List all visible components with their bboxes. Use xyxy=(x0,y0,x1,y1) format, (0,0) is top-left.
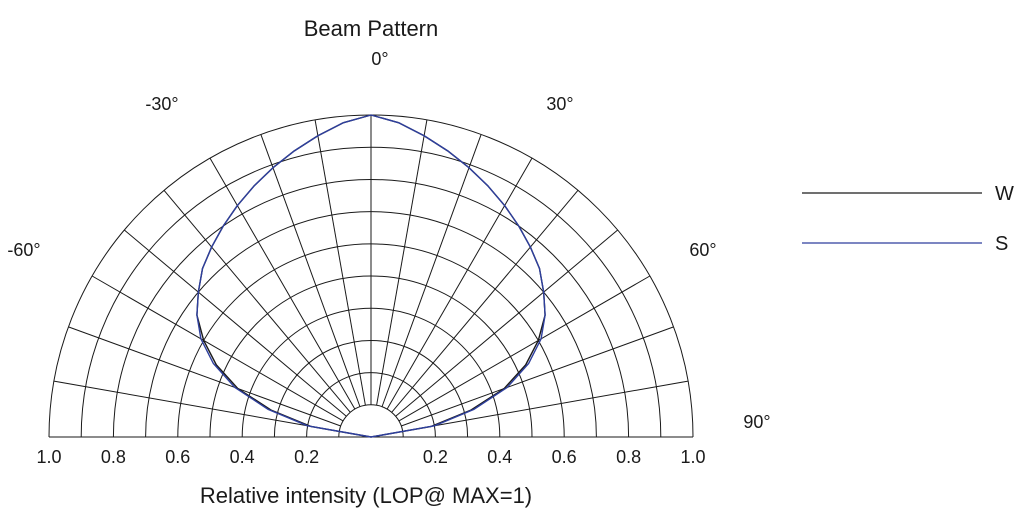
x-axis-label: Relative intensity (LOP@ MAX=1) xyxy=(200,483,532,508)
radial-tick-label: 1.0 xyxy=(36,447,61,467)
radial-tick-label: 0.6 xyxy=(552,447,577,467)
radial-tick-label: 0.4 xyxy=(230,447,255,467)
angle-tick-label: -30° xyxy=(145,94,178,114)
radial-tick-label: 0.8 xyxy=(101,447,126,467)
grid-spoke xyxy=(381,134,482,407)
radial-tick-label: 0.6 xyxy=(165,447,190,467)
grid-spoke xyxy=(376,119,428,406)
grid-spoke xyxy=(401,326,674,427)
grid-spoke xyxy=(53,380,340,432)
polar-grid xyxy=(48,114,694,438)
angle-tick-label: 90° xyxy=(743,412,770,432)
legend: WS xyxy=(802,183,1014,255)
grid-spoke xyxy=(386,157,533,410)
legend-label-w: W xyxy=(995,183,1014,205)
grid-spoke xyxy=(391,190,579,413)
chart-title: Beam Pattern xyxy=(304,16,439,41)
angle-tick-labels: 0° -30° 30° -60° 60° 90° xyxy=(7,49,770,432)
radial-tick-labels: 1.0 0.8 0.6 0.4 0.2 0.2 0.4 0.6 0.8 1.0 xyxy=(36,447,705,467)
grid-spoke xyxy=(398,275,651,422)
grid-spoke xyxy=(395,229,618,417)
grid-spoke xyxy=(314,119,366,406)
angle-tick-label: 0° xyxy=(371,49,388,69)
angle-tick-label: 60° xyxy=(689,240,716,260)
grid-spoke xyxy=(91,275,344,422)
grid-spoke xyxy=(260,134,361,407)
grid-spoke xyxy=(124,229,347,417)
radial-tick-label: 0.8 xyxy=(616,447,641,467)
radial-tick-label: 0.4 xyxy=(487,447,512,467)
series-line-s xyxy=(196,114,546,438)
radial-tick-label: 1.0 xyxy=(680,447,705,467)
legend-label-s: S xyxy=(995,233,1008,255)
grid-spoke xyxy=(68,326,341,427)
angle-tick-label: 30° xyxy=(546,94,573,114)
grid-spoke xyxy=(209,157,356,410)
radial-tick-label: 0.2 xyxy=(423,447,448,467)
series-layer xyxy=(196,114,546,438)
angle-tick-label: -60° xyxy=(7,240,40,260)
radial-tick-label: 0.2 xyxy=(294,447,319,467)
grid-spoke xyxy=(402,380,689,432)
grid-spoke xyxy=(163,190,351,413)
